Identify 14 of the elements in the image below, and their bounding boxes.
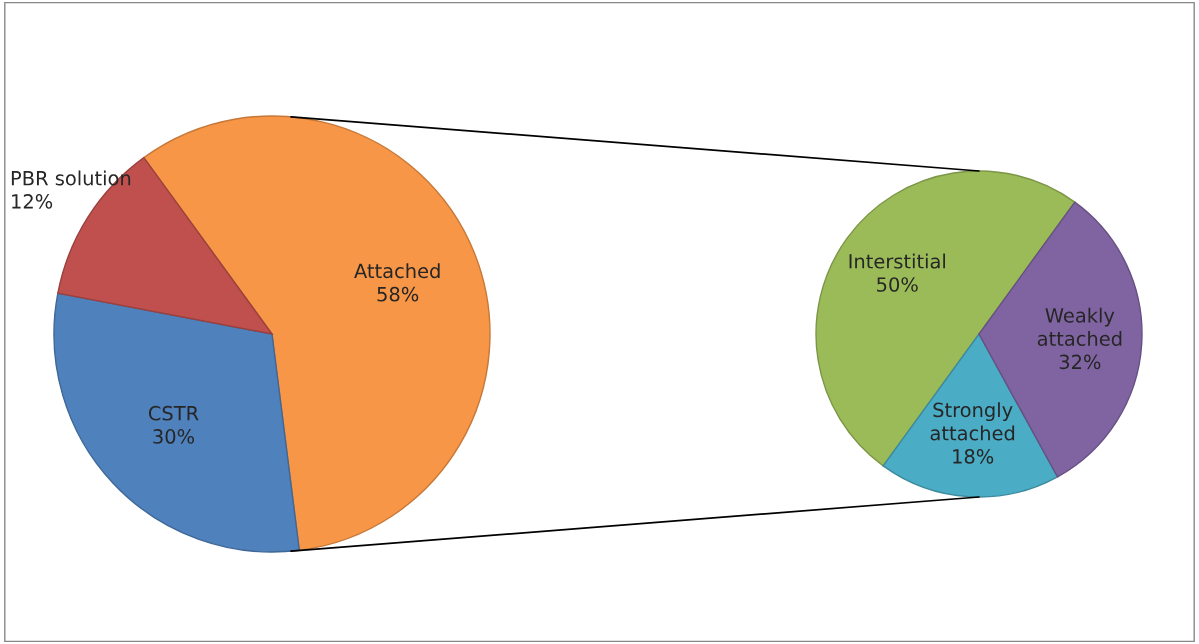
- slice-label: Strongly attached: [930, 402, 1015, 441]
- pie-slice: [57, 156, 273, 335]
- data-label: 58%: [377, 286, 419, 302]
- slice-label: Weakly attached: [1037, 307, 1122, 346]
- data-label: 50%: [877, 277, 918, 292]
- data-label: 32%: [1059, 354, 1101, 370]
- slice-label: Attached: [354, 263, 440, 279]
- pie-slice: [143, 115, 491, 551]
- pie-slice: [53, 292, 301, 553]
- data-label: 12%: [12, 194, 53, 209]
- slice-label: CSTR: [148, 405, 199, 421]
- data-label: 30%: [153, 429, 195, 444]
- data-label: 18%: [953, 449, 994, 464]
- slice-label: Interstitial: [849, 253, 945, 269]
